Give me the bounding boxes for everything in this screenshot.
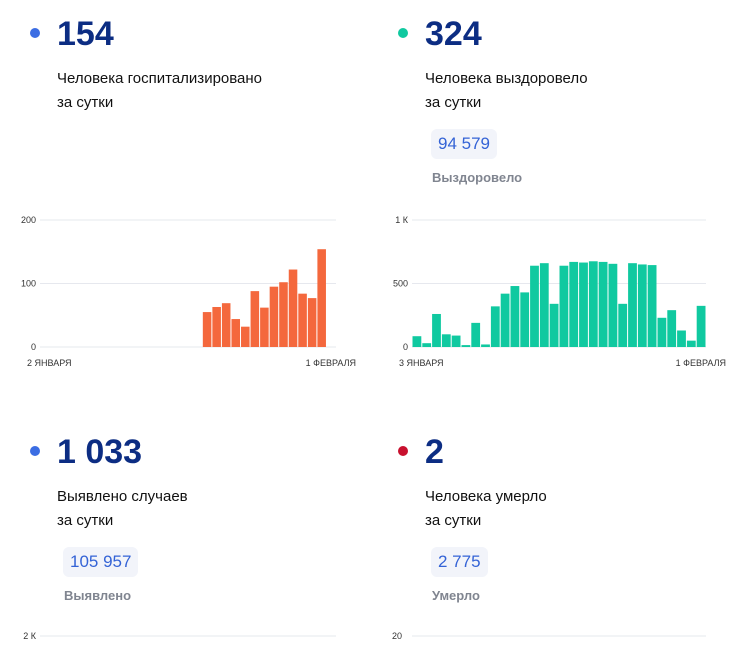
green-dot-icon: [398, 28, 408, 38]
bar: [317, 249, 326, 347]
bar: [212, 306, 221, 347]
x-start-label: 3 ЯНВАРЯ: [399, 358, 444, 368]
cases-card: 1 033 Выявлено случаев за сутки 105 957 …: [30, 418, 370, 618]
bar: [598, 261, 608, 347]
y-tick-label: 0: [31, 342, 36, 352]
cases-count: 1 033: [57, 433, 143, 471]
bar: [647, 265, 657, 347]
deaths-description: Человека умерло за сутки: [425, 488, 547, 529]
deaths-total-value: 2 775: [431, 547, 488, 577]
bar: [677, 330, 686, 347]
hospitalized-description: Человека госпитализировано за сутки: [57, 70, 263, 111]
bar: [202, 312, 212, 347]
x-end-label: 1 ФЕВРАЛЯ: [676, 358, 726, 368]
bar: [588, 261, 598, 347]
bar: [481, 344, 490, 347]
bar: [241, 326, 250, 347]
bar: [530, 265, 539, 347]
bar: [500, 293, 510, 347]
bar: [307, 298, 317, 347]
bar: [298, 293, 307, 347]
bar: [412, 336, 422, 347]
y-tick-label: 0: [403, 342, 408, 352]
x-end-label: 1 ФЕВРАЛЯ: [306, 358, 356, 368]
red-dot-icon: [398, 446, 408, 456]
bar: [221, 303, 231, 347]
bar: [422, 343, 432, 347]
recovered-card: 324 Человека выздоровело за сутки 94 579…: [398, 0, 738, 210]
bar: [288, 269, 298, 347]
y-tick-label: 2 К: [23, 631, 37, 641]
bar: [696, 305, 706, 347]
y-tick-label: 100: [21, 279, 36, 289]
bar: [628, 263, 637, 347]
bar: [657, 317, 667, 347]
bar: [520, 292, 530, 347]
recovered-count: 324: [425, 15, 482, 53]
bar: [250, 291, 260, 347]
cases-total-label: Выявлено: [64, 588, 132, 603]
bar: [451, 335, 461, 347]
deaths-card: 2 Человека умерло за сутки 2 775 Умерло: [398, 418, 738, 618]
bar: [579, 262, 588, 347]
x-start-label: 2 ЯНВАРЯ: [27, 358, 72, 368]
bar: [260, 307, 269, 347]
bar: [471, 322, 481, 347]
bar: [279, 282, 288, 347]
y-tick-label: 1 К: [395, 215, 409, 225]
bar: [569, 261, 579, 347]
recovered-description: Человека выздоровело за сутки: [425, 70, 588, 111]
bar: [618, 303, 628, 347]
bar: [231, 319, 241, 347]
y-tick-label: 200: [21, 215, 36, 225]
bar: [686, 340, 696, 347]
bar: [461, 345, 471, 347]
blue-dot-icon: [30, 28, 40, 38]
recovered-total-value: 94 579: [431, 129, 497, 159]
cases-description: Выявлено случаев за сутки: [57, 488, 188, 529]
deaths-count: 2: [425, 433, 444, 471]
bar: [490, 306, 500, 347]
bar: [539, 263, 549, 347]
cases-total-value: 105 957: [63, 547, 139, 577]
bar: [432, 313, 441, 347]
hospitalized-card: 154 Человека госпитализировано за сутки: [30, 0, 370, 210]
bar: [269, 286, 279, 347]
y-tick-label: 500: [393, 279, 408, 289]
bar: [637, 264, 647, 347]
bar: [667, 310, 677, 347]
bar: [559, 265, 569, 347]
blue-dot-icon: [30, 446, 40, 456]
recovered-total-label: Выздоровело: [432, 170, 523, 185]
hospitalized-count: 154: [57, 15, 114, 53]
deaths-total-label: Умерло: [432, 588, 480, 603]
bar: [441, 334, 451, 347]
bar: [510, 286, 520, 347]
bar: [549, 303, 559, 347]
bar: [608, 263, 618, 347]
y-tick-label: 20: [392, 631, 402, 641]
